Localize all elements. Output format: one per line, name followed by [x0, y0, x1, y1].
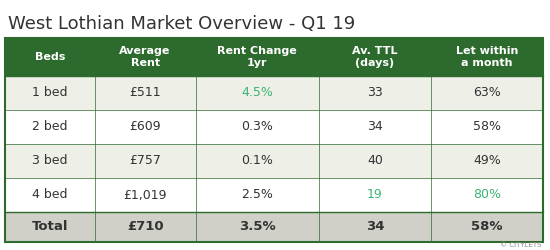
Text: Total: Total	[31, 220, 68, 234]
Text: 49%: 49%	[473, 154, 501, 168]
Bar	[5, 178, 95, 212]
Bar	[319, 38, 431, 76]
Text: 63%: 63%	[473, 86, 501, 100]
Bar	[319, 178, 431, 212]
Text: £1,019: £1,019	[123, 188, 167, 202]
Bar	[196, 110, 319, 144]
Text: 1 bed: 1 bed	[32, 86, 68, 100]
Text: 2.5%: 2.5%	[241, 188, 273, 202]
Text: Av. TTL
(days): Av. TTL (days)	[352, 46, 398, 68]
Text: Let within
a month: Let within a month	[456, 46, 518, 68]
Text: 40: 40	[367, 154, 383, 168]
Bar	[5, 144, 95, 178]
Bar	[5, 76, 95, 110]
Text: 4 bed: 4 bed	[32, 188, 68, 202]
Bar	[319, 212, 431, 242]
Text: 3 bed: 3 bed	[32, 154, 68, 168]
Bar	[95, 38, 196, 76]
Text: 0.3%: 0.3%	[241, 120, 273, 134]
Text: Rent Change
1yr: Rent Change 1yr	[217, 46, 297, 68]
Bar	[319, 144, 431, 178]
Bar	[196, 144, 319, 178]
Bar	[431, 144, 543, 178]
Bar	[196, 178, 319, 212]
Text: 3.5%: 3.5%	[239, 220, 276, 234]
Text: £757: £757	[129, 154, 161, 168]
Bar	[95, 144, 196, 178]
Bar	[196, 212, 319, 242]
Bar	[5, 110, 95, 144]
Bar	[196, 38, 319, 76]
Text: 0.1%: 0.1%	[241, 154, 273, 168]
Text: 58%: 58%	[471, 220, 503, 234]
Text: 4.5%: 4.5%	[241, 86, 273, 100]
Text: £511: £511	[129, 86, 161, 100]
Text: 33: 33	[367, 86, 383, 100]
Bar	[95, 212, 196, 242]
Text: Average
Rent: Average Rent	[119, 46, 171, 68]
Text: Beds: Beds	[35, 52, 65, 62]
Text: 2 bed: 2 bed	[32, 120, 68, 134]
Bar	[95, 178, 196, 212]
Bar	[5, 212, 95, 242]
Text: 34: 34	[366, 220, 384, 234]
Bar	[5, 38, 95, 76]
Text: 19: 19	[367, 188, 383, 202]
Bar	[431, 178, 543, 212]
Text: © CITYLETS: © CITYLETS	[499, 242, 541, 248]
Bar	[5, 38, 543, 242]
Bar	[95, 110, 196, 144]
Text: 80%: 80%	[473, 188, 501, 202]
Bar	[431, 76, 543, 110]
Bar	[196, 76, 319, 110]
Bar	[431, 212, 543, 242]
Text: £609: £609	[129, 120, 161, 134]
Bar	[319, 110, 431, 144]
Bar	[431, 38, 543, 76]
Text: £710: £710	[127, 220, 163, 234]
Text: 34: 34	[367, 120, 383, 134]
Bar	[95, 76, 196, 110]
Text: West Lothian Market Overview - Q1 19: West Lothian Market Overview - Q1 19	[8, 15, 355, 33]
Text: 58%: 58%	[473, 120, 501, 134]
Bar	[319, 76, 431, 110]
Bar	[431, 110, 543, 144]
